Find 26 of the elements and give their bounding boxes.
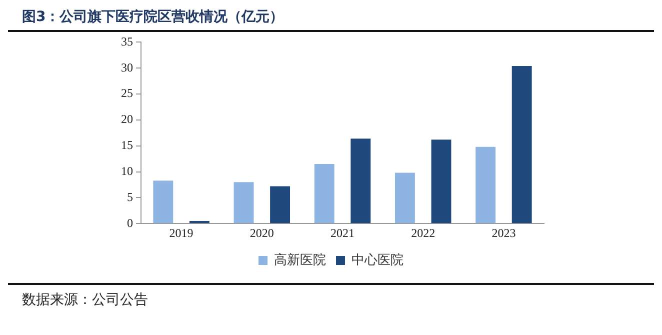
legend-label: 中心医院	[352, 252, 404, 268]
bar	[512, 66, 532, 224]
x-tick-label: 2022	[411, 226, 436, 240]
x-tick-label: 2021	[330, 226, 354, 240]
y-tick-label: 20	[121, 112, 133, 126]
source-note: 数据来源：公司公告	[21, 291, 149, 309]
bar	[270, 186, 290, 224]
chart-title: 图3：公司旗下医疗院区营收情况（亿元）	[21, 8, 285, 27]
bar	[431, 140, 452, 224]
x-tick-label: 2019	[169, 226, 194, 240]
bar	[394, 172, 415, 224]
y-tick-label: 15	[121, 138, 133, 152]
y-tick-label: 30	[121, 60, 133, 74]
y-tick-label: 5	[127, 190, 133, 204]
y-tick-label: 25	[121, 86, 133, 100]
bar	[153, 180, 174, 224]
legend-label: 高新医院	[274, 252, 326, 268]
y-tick-label: 10	[121, 164, 133, 178]
x-tick-label: 2023	[492, 226, 516, 240]
bar	[476, 146, 496, 224]
bar	[350, 138, 371, 224]
y-tick-label: 35	[121, 34, 133, 48]
bar	[314, 164, 334, 224]
y-tick-label: 0	[127, 216, 133, 230]
bar	[234, 182, 254, 224]
x-tick-label: 2020	[250, 226, 274, 240]
